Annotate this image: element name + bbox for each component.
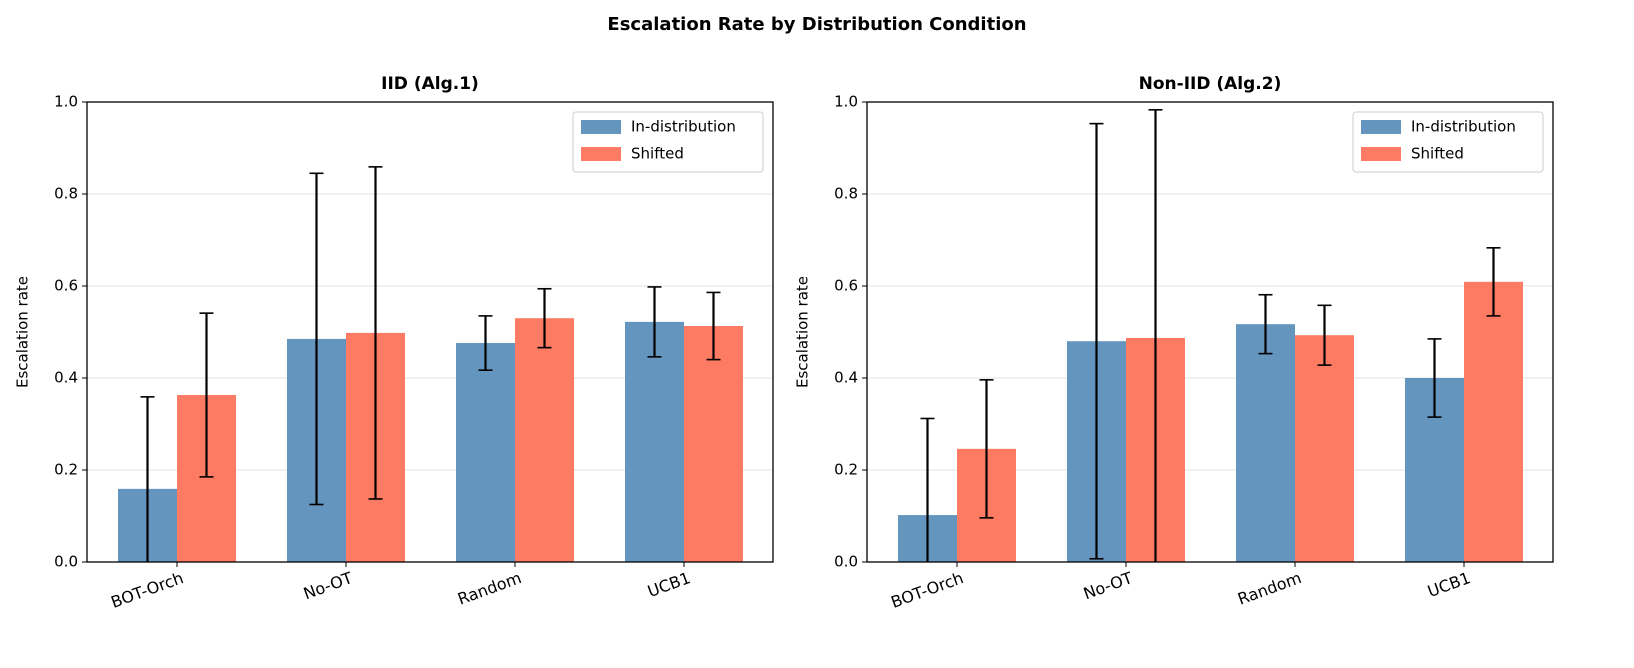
- legend: In-distribution Shifted: [572, 111, 764, 173]
- x-tick-label: BOT-Orch: [888, 568, 966, 612]
- error-bar: [706, 291, 721, 361]
- error-bar: [199, 312, 214, 478]
- y-axis-label: Escalation rate: [14, 276, 32, 388]
- x-tick-label: UCB1: [645, 568, 693, 601]
- plot-area: [898, 109, 1523, 562]
- x-tick-label: UCB1: [1425, 568, 1473, 601]
- bar: [456, 343, 515, 562]
- y-tick-label: 0.2: [54, 461, 78, 479]
- y-axis-label: Escalation rate: [794, 276, 812, 388]
- x-tick-label: Random: [1235, 568, 1304, 609]
- y-tick-label: 0.6: [834, 277, 858, 295]
- error-bar: [1148, 109, 1163, 562]
- error-bar: [537, 287, 552, 349]
- error-bar: [1089, 122, 1104, 560]
- error-bar: [368, 166, 383, 500]
- legend-label: In-distribution: [631, 118, 736, 136]
- error-bar: [309, 172, 324, 506]
- legend-label: In-distribution: [1411, 118, 1516, 136]
- error-bar: [979, 379, 994, 519]
- legend-label: Shifted: [1411, 145, 1464, 163]
- y-tick-label: 0.8: [54, 185, 78, 203]
- legend-swatch: [581, 147, 621, 161]
- bar: [1295, 335, 1354, 562]
- axes-title: Non-IID (Alg.2): [1139, 74, 1282, 94]
- bar: [1464, 281, 1523, 562]
- x-tick-label: BOT-Orch: [108, 568, 186, 612]
- plot-area: [118, 166, 743, 562]
- legend-swatch: [581, 120, 621, 134]
- error-bar: [920, 417, 935, 562]
- bar: [515, 318, 574, 562]
- error-bar: [1258, 293, 1273, 355]
- y-tick-label: 0.4: [834, 369, 858, 387]
- error-bar: [647, 286, 662, 358]
- figure-title: Escalation Rate by Distribution Conditio…: [607, 14, 1026, 35]
- y-tick-label: 0.0: [54, 553, 78, 571]
- bar: [625, 321, 684, 562]
- y-tick-label: 0.2: [834, 461, 858, 479]
- y-tick-label: 0.4: [54, 369, 78, 387]
- x-tick-label: Random: [455, 568, 524, 609]
- x-tick-label: No-OT: [1081, 568, 1135, 603]
- y-tick-label: 0.6: [54, 277, 78, 295]
- error-bar: [140, 396, 155, 562]
- axes-frame: [866, 101, 1554, 563]
- bar: [684, 326, 743, 562]
- legend-swatch: [1361, 120, 1401, 134]
- x-tick-label: No-OT: [301, 568, 355, 603]
- legend: In-distribution Shifted: [1352, 111, 1544, 173]
- bar: [1236, 324, 1295, 562]
- error-bar: [1427, 338, 1442, 418]
- error-bar: [1486, 247, 1501, 317]
- y-tick-label: 0.0: [834, 553, 858, 571]
- legend-swatch: [1361, 147, 1401, 161]
- error-bar: [1317, 304, 1332, 366]
- legend-label: Shifted: [631, 145, 684, 163]
- axes-frame: [86, 101, 774, 563]
- axes-title: IID (Alg.1): [381, 74, 479, 94]
- y-tick-label: 1.0: [54, 93, 78, 111]
- error-bar: [478, 315, 493, 371]
- y-tick-label: 1.0: [834, 93, 858, 111]
- y-tick-label: 0.8: [834, 185, 858, 203]
